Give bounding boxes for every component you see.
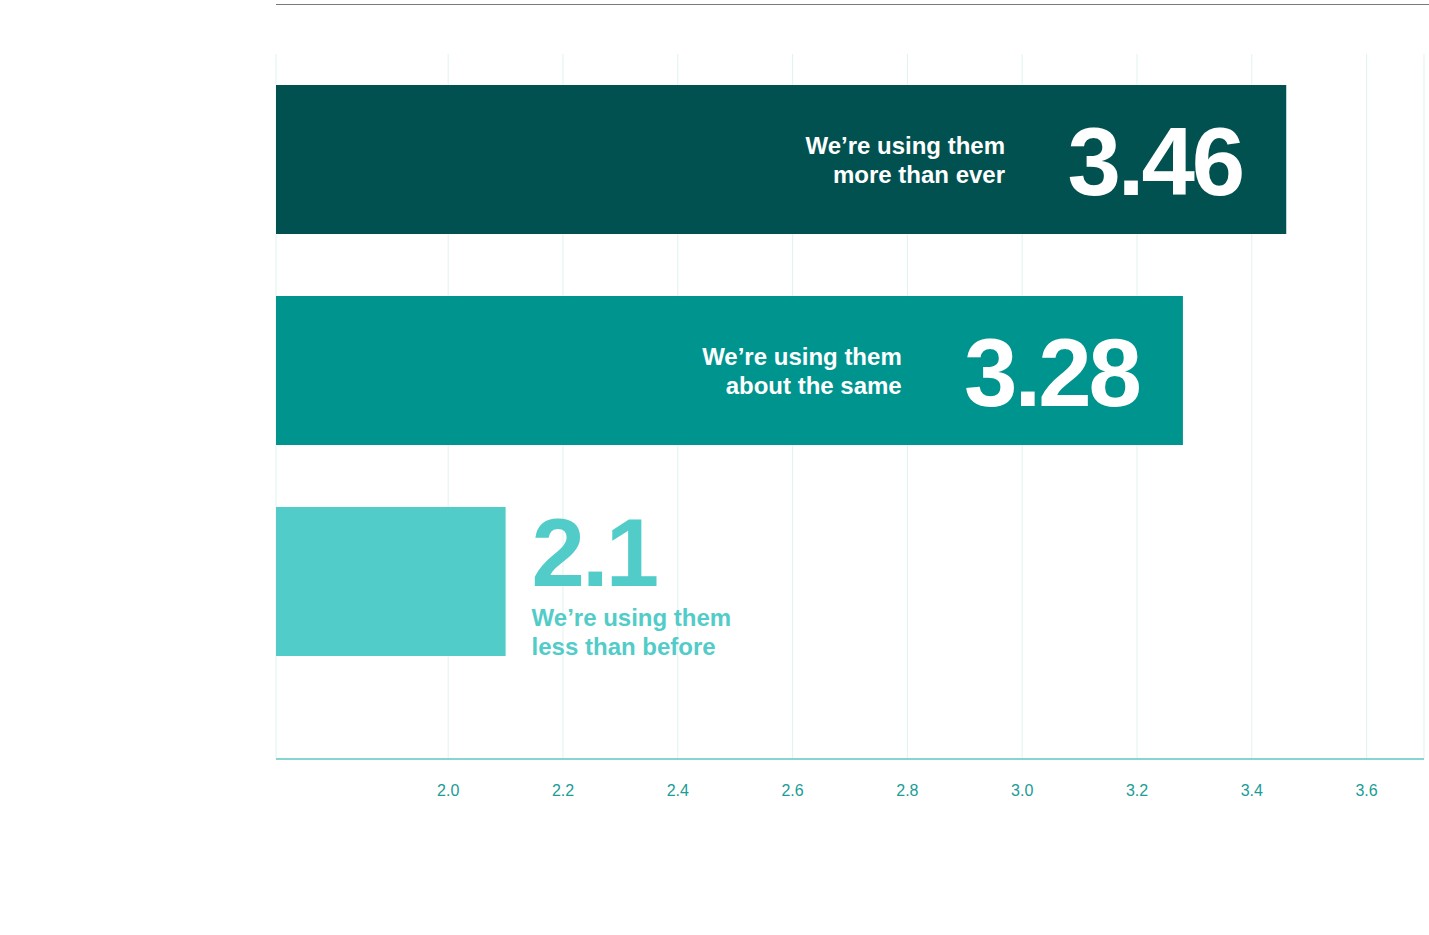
svg-text:3.0: 3.0: [1011, 782, 1033, 799]
svg-text:less than before: less than before: [532, 633, 716, 660]
svg-text:We’re using them: We’re using them: [702, 343, 902, 370]
svg-text:2.8: 2.8: [896, 782, 918, 799]
svg-text:more than ever: more than ever: [833, 161, 1005, 188]
svg-text:3.46: 3.46: [1067, 108, 1242, 215]
svg-text:3.4: 3.4: [1241, 782, 1263, 799]
svg-text:2.0: 2.0: [437, 782, 459, 799]
svg-text:3.28: 3.28: [964, 319, 1139, 426]
svg-text:about the same: about the same: [726, 372, 902, 399]
svg-text:3.6: 3.6: [1355, 782, 1377, 799]
svg-text:2.1: 2.1: [532, 499, 657, 606]
svg-text:We’re using them: We’re using them: [805, 132, 1005, 159]
svg-text:2.2: 2.2: [552, 782, 574, 799]
svg-text:2.6: 2.6: [781, 782, 803, 799]
svg-text:We’re using them: We’re using them: [532, 604, 732, 631]
svg-text:3.2: 3.2: [1126, 782, 1148, 799]
svg-text:2.4: 2.4: [667, 782, 689, 799]
